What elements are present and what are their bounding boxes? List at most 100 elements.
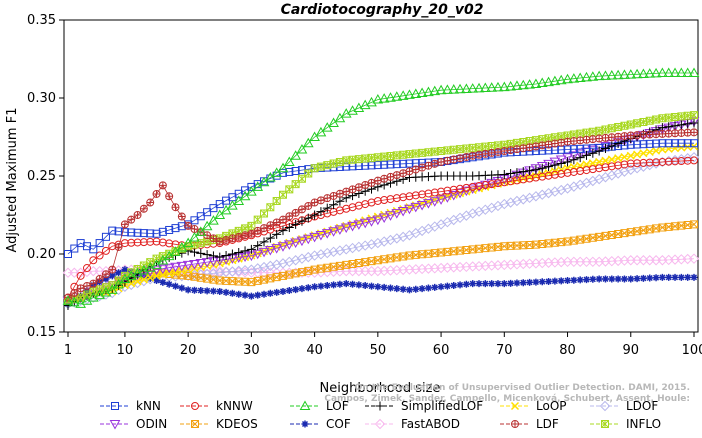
data-point bbox=[303, 213, 313, 223]
data-point bbox=[587, 71, 599, 81]
data-point bbox=[525, 166, 535, 176]
data-point bbox=[152, 189, 161, 198]
data-point bbox=[450, 282, 458, 290]
data-point bbox=[462, 152, 471, 161]
data-point bbox=[114, 227, 123, 236]
data-point bbox=[102, 275, 110, 283]
data-point bbox=[271, 167, 283, 177]
data-point bbox=[619, 166, 630, 177]
data-point bbox=[646, 274, 654, 282]
data-point bbox=[652, 158, 661, 167]
data-point bbox=[473, 182, 485, 193]
data-point bbox=[373, 153, 382, 162]
data-point bbox=[461, 83, 472, 93]
data-point bbox=[557, 165, 566, 174]
data-point bbox=[235, 290, 243, 298]
data-point bbox=[252, 263, 263, 274]
data-point bbox=[652, 274, 660, 282]
data-point bbox=[322, 247, 333, 259]
data-point bbox=[645, 139, 654, 148]
data-point bbox=[469, 280, 477, 288]
data-point bbox=[184, 286, 192, 294]
data-point bbox=[241, 291, 249, 299]
data-point bbox=[246, 244, 256, 254]
data-point bbox=[563, 145, 572, 154]
data-point bbox=[449, 145, 458, 154]
data-point bbox=[493, 179, 502, 188]
data-point bbox=[620, 121, 629, 130]
data-point bbox=[612, 168, 624, 179]
data-point bbox=[544, 162, 554, 172]
legend-label: COF bbox=[326, 417, 351, 431]
data-point bbox=[486, 82, 498, 92]
data-point bbox=[562, 153, 573, 163]
citation-watermark: On the Evaluation of Unsupervised Outlie… bbox=[324, 383, 690, 404]
data-point bbox=[677, 139, 686, 148]
data-point bbox=[595, 157, 604, 166]
data-point bbox=[600, 144, 610, 154]
data-point bbox=[397, 90, 409, 100]
data-point bbox=[140, 272, 148, 280]
data-point bbox=[423, 86, 434, 97]
data-point bbox=[480, 204, 491, 215]
data-point bbox=[588, 159, 597, 168]
data-point bbox=[303, 251, 314, 263]
data-point bbox=[671, 273, 679, 281]
data-point bbox=[677, 157, 686, 166]
data-point bbox=[359, 218, 371, 229]
data-point bbox=[82, 264, 91, 273]
data-point bbox=[392, 151, 401, 160]
data-point bbox=[581, 71, 592, 82]
series-lof bbox=[62, 67, 700, 308]
data-point bbox=[315, 230, 327, 241]
data-point bbox=[391, 209, 403, 219]
data-point bbox=[568, 151, 580, 161]
data-point bbox=[335, 157, 344, 166]
data-point bbox=[68, 296, 80, 307]
data-point bbox=[437, 147, 446, 156]
data-point bbox=[682, 67, 694, 78]
data-point bbox=[595, 164, 604, 173]
data-point bbox=[581, 177, 592, 189]
legend-item-lof: LOF bbox=[290, 399, 349, 413]
data-point bbox=[291, 180, 300, 189]
data-point bbox=[645, 147, 654, 157]
data-point bbox=[348, 155, 357, 164]
data-point bbox=[462, 144, 471, 153]
data-point bbox=[488, 280, 496, 288]
data-point bbox=[475, 150, 484, 159]
data-point bbox=[454, 188, 466, 199]
data-point bbox=[372, 237, 384, 249]
data-point bbox=[437, 187, 446, 196]
data-point bbox=[429, 197, 441, 207]
data-point bbox=[575, 153, 585, 163]
data-point bbox=[538, 141, 547, 150]
data-point bbox=[393, 285, 401, 293]
data-point bbox=[133, 228, 142, 237]
data-point bbox=[462, 280, 470, 288]
data-point bbox=[399, 193, 408, 202]
data-point bbox=[593, 173, 605, 185]
data-point bbox=[443, 156, 452, 165]
data-point bbox=[342, 156, 351, 165]
data-point bbox=[171, 224, 180, 233]
data-point bbox=[157, 264, 169, 275]
data-point bbox=[475, 181, 484, 190]
data-point bbox=[209, 287, 217, 295]
data-point bbox=[601, 163, 610, 172]
data-point bbox=[563, 137, 572, 146]
data-point bbox=[171, 282, 179, 290]
data-point bbox=[220, 204, 232, 215]
data-point bbox=[418, 285, 426, 293]
data-point bbox=[214, 209, 226, 219]
data-point bbox=[171, 203, 180, 212]
data-point bbox=[430, 147, 439, 156]
data-point bbox=[405, 159, 414, 168]
data-point bbox=[633, 150, 642, 159]
data-point bbox=[612, 69, 624, 80]
legend-label: kNNW bbox=[216, 399, 253, 413]
data-point bbox=[568, 181, 580, 192]
data-point bbox=[111, 402, 119, 410]
data-point bbox=[639, 274, 647, 282]
data-point bbox=[684, 273, 692, 281]
